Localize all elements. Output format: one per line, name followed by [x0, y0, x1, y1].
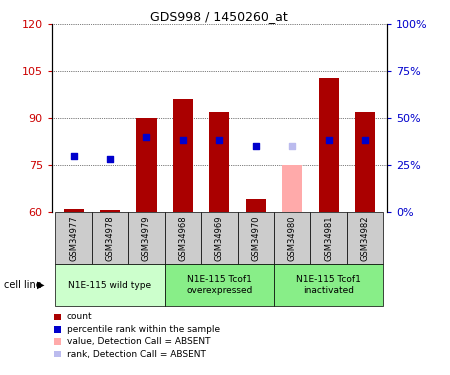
Point	[361, 137, 369, 143]
Bar	[282, 165, 302, 212]
Bar	[209, 112, 230, 212]
Point	[180, 137, 187, 143]
Point	[288, 143, 296, 149]
Text: percentile rank within the sample: percentile rank within the sample	[67, 325, 220, 334]
Text: cell line: cell line	[4, 280, 42, 290]
Bar	[173, 99, 193, 212]
Bar	[238, 212, 274, 264]
Bar	[274, 212, 310, 264]
Point	[143, 134, 150, 140]
Bar	[165, 212, 201, 264]
Text: N1E-115 Tcof1
overexpressed: N1E-115 Tcof1 overexpressed	[186, 275, 252, 295]
Point	[325, 137, 332, 143]
Text: GSM34982: GSM34982	[360, 215, 369, 261]
Text: GSM34981: GSM34981	[324, 215, 333, 261]
Text: GSM34970: GSM34970	[251, 215, 260, 261]
Point	[107, 156, 114, 162]
Bar	[128, 212, 165, 264]
Text: GSM34977: GSM34977	[69, 215, 78, 261]
Bar	[92, 212, 128, 264]
Title: GDS998 / 1450260_at: GDS998 / 1450260_at	[150, 10, 288, 23]
Text: GSM34968: GSM34968	[179, 215, 188, 261]
Text: GSM34979: GSM34979	[142, 215, 151, 261]
Bar	[100, 210, 120, 212]
Bar	[165, 264, 274, 306]
Text: GSM34978: GSM34978	[106, 215, 115, 261]
Text: N1E-115 Tcof1
inactivated: N1E-115 Tcof1 inactivated	[296, 275, 361, 295]
Point	[216, 137, 223, 143]
Text: GSM34969: GSM34969	[215, 215, 224, 261]
Text: count: count	[67, 312, 92, 321]
Bar	[55, 212, 92, 264]
Bar	[201, 212, 238, 264]
Bar	[55, 264, 165, 306]
Text: rank, Detection Call = ABSENT: rank, Detection Call = ABSENT	[67, 350, 206, 358]
Bar	[355, 112, 375, 212]
Bar	[310, 212, 347, 264]
Text: GSM34980: GSM34980	[288, 215, 297, 261]
Bar	[319, 78, 339, 212]
Bar	[347, 212, 383, 264]
Bar	[136, 118, 157, 212]
Point	[252, 143, 259, 149]
Bar	[246, 200, 266, 212]
Text: value, Detection Call = ABSENT: value, Detection Call = ABSENT	[67, 337, 210, 346]
Text: N1E-115 wild type: N1E-115 wild type	[68, 280, 152, 290]
Bar	[274, 264, 383, 306]
Point	[70, 153, 77, 159]
Text: ▶: ▶	[37, 280, 45, 290]
Bar	[63, 209, 84, 212]
